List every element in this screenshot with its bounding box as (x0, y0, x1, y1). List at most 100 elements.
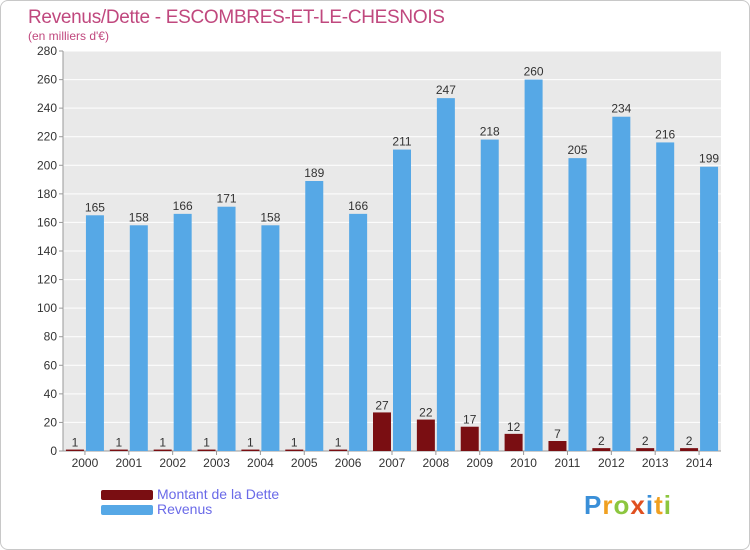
bar-debt (153, 449, 172, 451)
logo-letter: o (613, 490, 631, 520)
x-tick-label: 2003 (203, 456, 230, 470)
y-tick-label: 20 (44, 415, 58, 429)
bar-debt (373, 412, 391, 451)
y-tick-label: 0 (50, 444, 57, 458)
proxiti-logo: Proxiti (584, 490, 672, 521)
y-tick-label: 200 (37, 158, 57, 172)
data-label-debt: 7 (554, 427, 561, 441)
logo-letter: x (630, 490, 646, 520)
bar-revenus (436, 98, 455, 452)
data-label-debt: 1 (115, 436, 122, 450)
x-tick-label: 2007 (379, 456, 406, 470)
data-label-debt: 2 (598, 434, 605, 448)
bar-revenus (568, 158, 587, 451)
y-tick-label: 120 (37, 273, 57, 287)
data-label-revenus: 166 (348, 199, 368, 213)
bar-revenus (524, 79, 543, 452)
bar-revenus (393, 149, 411, 452)
bar-revenus (656, 142, 675, 451)
data-label-debt: 17 (463, 413, 477, 427)
data-label-debt: 1 (159, 436, 166, 450)
x-tick-label: 2004 (247, 456, 274, 470)
data-label-revenus: 158 (129, 210, 149, 224)
x-tick-label: 2002 (159, 456, 186, 470)
logo-letter: i (663, 490, 672, 520)
bar-debt (680, 448, 699, 451)
data-label-debt: 1 (291, 436, 298, 450)
bar-debt (241, 449, 260, 451)
bar-revenus (700, 166, 719, 451)
data-label-revenus: 216 (655, 127, 675, 141)
bar-debt (197, 449, 216, 451)
bar-revenus (129, 225, 148, 451)
x-tick-label: 2014 (686, 456, 713, 470)
data-label-debt: 22 (419, 406, 433, 420)
bar-debt (504, 433, 523, 451)
bar-debt (65, 449, 84, 451)
bar-debt (548, 441, 567, 451)
logo-letter: i (645, 490, 655, 520)
logo-letter: r (602, 490, 614, 520)
x-tick-label: 2000 (72, 456, 99, 470)
logo-letter: P (584, 490, 603, 520)
x-tick-label: 2005 (291, 456, 318, 470)
x-tick-label: 2010 (510, 456, 537, 470)
data-label-revenus: 171 (217, 192, 237, 206)
bar-debt (460, 426, 479, 451)
data-label-debt: 1 (247, 436, 254, 450)
bar-debt (636, 448, 655, 451)
bar-debt (285, 449, 304, 451)
data-label-debt: 2 (686, 434, 693, 448)
data-label-debt: 1 (203, 436, 210, 450)
x-tick-label: 2009 (466, 456, 493, 470)
data-label-revenus: 165 (85, 200, 105, 214)
x-tick-label: 2008 (423, 456, 450, 470)
y-tick-label: 60 (44, 358, 58, 372)
bar-revenus (349, 213, 368, 451)
data-label-revenus: 199 (699, 152, 719, 166)
data-label-revenus: 211 (392, 135, 411, 149)
data-label-revenus: 158 (260, 210, 280, 224)
logo-letter: t (654, 490, 664, 520)
bar-revenus (261, 225, 280, 451)
x-tick-label: 2012 (598, 456, 625, 470)
y-tick-label: 220 (37, 130, 57, 144)
chart-title: Revenus/Dette - ESCOMBRES-ET-LE-CHESNOIS (28, 7, 445, 28)
x-tick-label: 2013 (642, 456, 669, 470)
data-label-revenus: 247 (436, 83, 456, 97)
y-tick-label: 40 (44, 387, 58, 401)
y-tick-label: 260 (37, 73, 57, 87)
data-label-debt: 2 (642, 434, 649, 448)
bar-debt (329, 449, 348, 451)
data-label-debt: 27 (375, 398, 389, 412)
chart-subtitle: (en milliers d'€) (28, 29, 109, 43)
y-tick-label: 100 (37, 301, 57, 315)
bar-debt (109, 449, 128, 451)
data-label-revenus: 234 (611, 102, 631, 116)
bar-revenus (480, 139, 499, 452)
x-tick-label: 2001 (115, 456, 142, 470)
data-label-revenus: 205 (567, 143, 587, 157)
bar-revenus (217, 206, 236, 451)
legend-label-debt: Montant de la Dette (157, 486, 280, 502)
y-tick-label: 140 (37, 244, 57, 258)
y-tick-label: 180 (37, 187, 57, 201)
bar-debt (592, 448, 611, 451)
bar-revenus (85, 215, 104, 451)
data-label-revenus: 166 (173, 199, 193, 213)
bar-debt (416, 419, 435, 451)
data-label-revenus: 218 (480, 125, 500, 139)
data-label-debt: 12 (507, 420, 521, 434)
legend-label-revenus: Revenus (157, 501, 213, 517)
legend-swatch-revenus (101, 505, 153, 515)
data-label-revenus: 260 (524, 65, 544, 79)
y-tick-label: 80 (44, 330, 58, 344)
legend-swatch-debt (101, 490, 153, 500)
data-label-debt: 1 (335, 436, 342, 450)
y-tick-label: 240 (37, 101, 57, 115)
bar-revenus (173, 213, 192, 451)
data-label-revenus: 189 (304, 166, 324, 180)
data-label-debt: 1 (72, 436, 79, 450)
bar-revenus (305, 181, 324, 451)
